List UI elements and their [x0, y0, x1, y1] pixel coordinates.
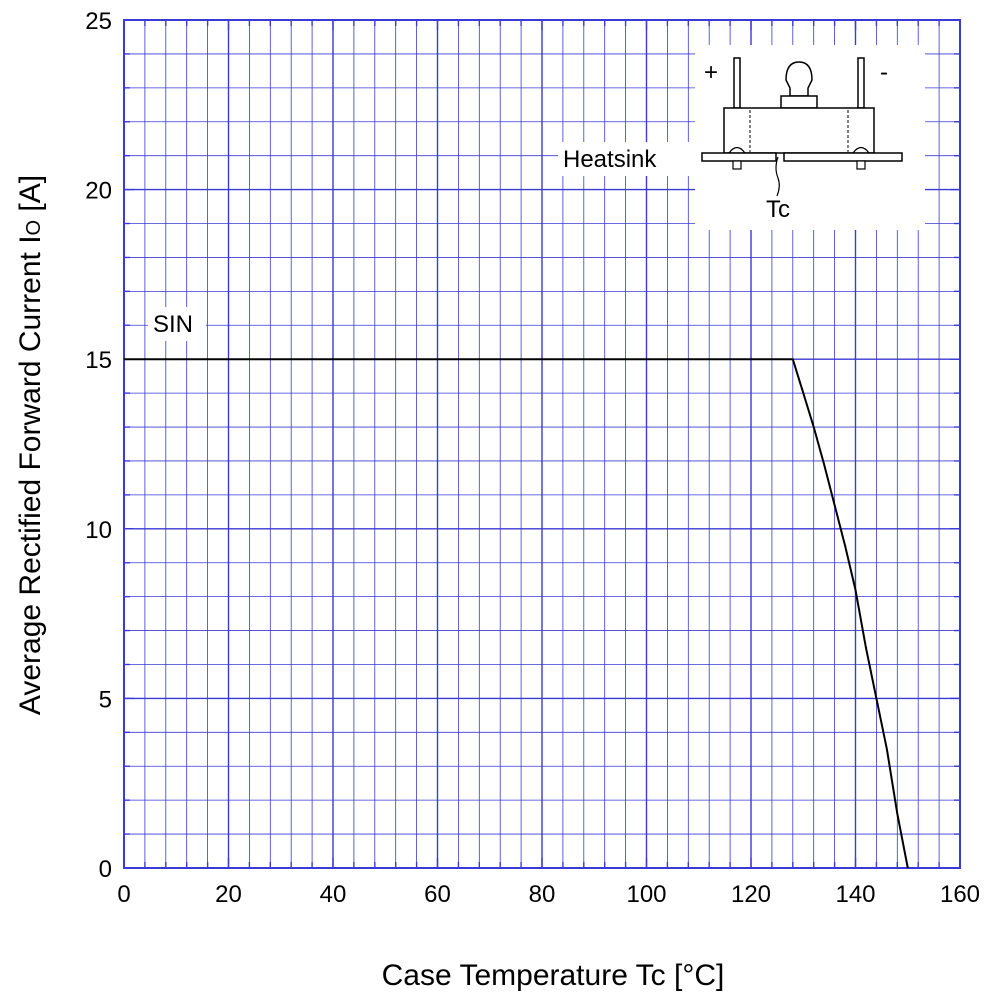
x-tick-label: 0 [117, 881, 130, 908]
x-tick-label: 140 [835, 881, 875, 908]
y-tick-label: 20 [85, 178, 112, 205]
bolt-left [732, 160, 742, 170]
heatsink-plate-right [783, 152, 903, 162]
plot-frame [123, 19, 961, 869]
y-axis-title-unit: [A] [14, 175, 47, 220]
y-tick-label: 25 [85, 8, 112, 35]
heatsink-label-bg [558, 142, 698, 176]
y-axis-title-main: Average Rectified Forward Current I [14, 235, 47, 715]
minus-label: - [880, 59, 888, 86]
tc-label: Tc [766, 196, 790, 223]
y-axis-title: Average Rectified Forward Current IO [A] [14, 175, 47, 715]
package-diagram: + - Heatsink Tc [558, 45, 925, 230]
x-axis-title: Case Temperature Tc [°C] [382, 959, 725, 992]
series-label-bg [148, 307, 206, 341]
minus-terminal [857, 57, 865, 109]
x-tick-label: 40 [320, 881, 347, 908]
x-tick-label: 20 [215, 881, 242, 908]
plus-terminal [733, 57, 741, 109]
x-tick-label: 80 [529, 881, 556, 908]
x-tick-label: 100 [626, 881, 666, 908]
y-tick-label: 5 [99, 686, 112, 713]
plus-label: + [704, 59, 718, 86]
thermocouple-lead [775, 156, 780, 197]
x-tick-label: 120 [731, 881, 771, 908]
bolt-right [856, 160, 866, 170]
y-tick-label: 0 [99, 856, 112, 883]
y-tick-label: 10 [85, 517, 112, 544]
center-tab [785, 61, 813, 97]
series-layer [124, 358, 909, 869]
tick-labels: 0 20 40 60 80 100 120 140 160 0 5 10 15 20 25 [85, 8, 980, 908]
grid [123, 19, 961, 869]
heatsink-plate-left [701, 152, 777, 162]
package-body [723, 107, 875, 154]
y-tick-label: 15 [85, 347, 112, 374]
center-tab-base [780, 95, 818, 109]
x-tick-label: 60 [424, 881, 451, 908]
series-label-sin: SIN [153, 311, 193, 338]
heatsink-label: Heatsink [563, 146, 657, 173]
series-line-sin [124, 358, 909, 869]
y-axis-title-subscript: O [23, 220, 45, 236]
x-tick-label: 160 [940, 881, 980, 908]
